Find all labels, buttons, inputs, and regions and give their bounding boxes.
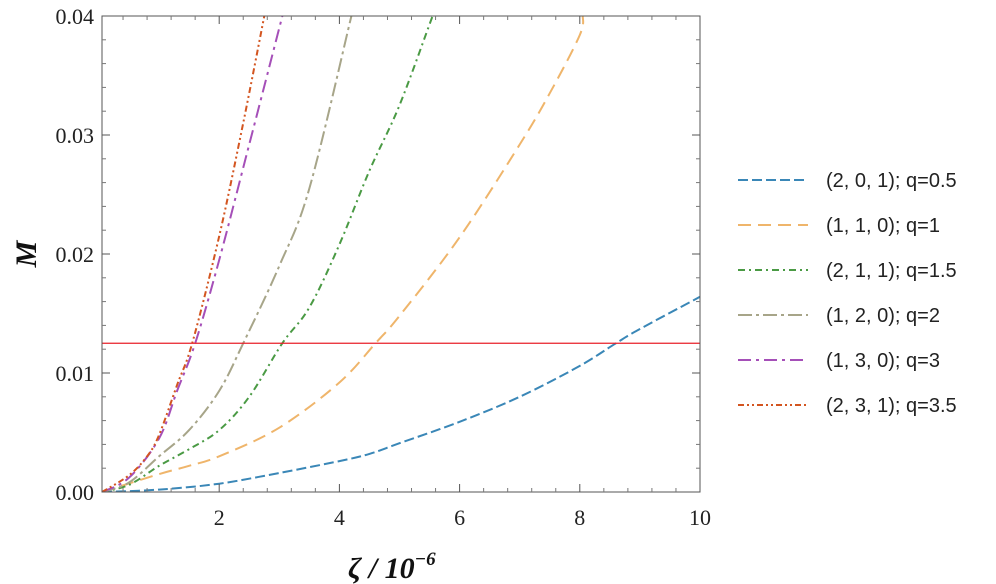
legend-label-5: (1, 3, 0); q=3 xyxy=(826,350,940,372)
x-tick-label-2: 6 xyxy=(454,505,465,530)
y-axis-label: M xyxy=(10,239,43,268)
x-tick-label-0: 2 xyxy=(214,505,225,530)
x-tick-label-1: 4 xyxy=(334,505,345,530)
series-line-2 xyxy=(102,16,585,492)
x-axis-label-text: ζ / 10 xyxy=(348,552,415,584)
x-tick-label-4: 10 xyxy=(689,505,711,530)
legend-label-2: (1, 1, 0); q=1 xyxy=(826,215,940,237)
series-line-3 xyxy=(102,16,434,492)
legend-label-4: (1, 2, 0); q=2 xyxy=(826,305,940,327)
legend-label-3: (2, 1, 1); q=1.5 xyxy=(826,260,957,282)
x-axis-label: ζ / 10−6 xyxy=(348,549,436,584)
legend-label-1: (2, 0, 1); q=0.5 xyxy=(826,170,957,192)
x-axis-ticks: 2 4 6 8 10 xyxy=(122,16,711,530)
y-tick-label-4: 0.04 xyxy=(56,4,95,29)
x-axis-label-exponent: −6 xyxy=(415,549,437,570)
legend-label-6: (2, 3, 1); q=3.5 xyxy=(826,395,957,417)
y-axis-ticks: 0.00 0.01 0.02 0.03 0.04 xyxy=(56,4,700,505)
y-tick-label-2: 0.02 xyxy=(56,242,95,267)
x-tick-label-3: 8 xyxy=(574,505,585,530)
y-tick-label-0: 0.00 xyxy=(56,480,95,505)
legend: (2, 0, 1); q=0.5 (1, 1, 0); q=1 (2, 1, 1);… xyxy=(738,170,957,417)
y-tick-label-1: 0.01 xyxy=(56,361,95,386)
series-line-5 xyxy=(102,16,284,492)
series-line-4 xyxy=(102,16,353,492)
series-line-6 xyxy=(102,16,266,492)
plot-area-series xyxy=(102,16,700,492)
y-tick-label-3: 0.03 xyxy=(56,123,95,148)
